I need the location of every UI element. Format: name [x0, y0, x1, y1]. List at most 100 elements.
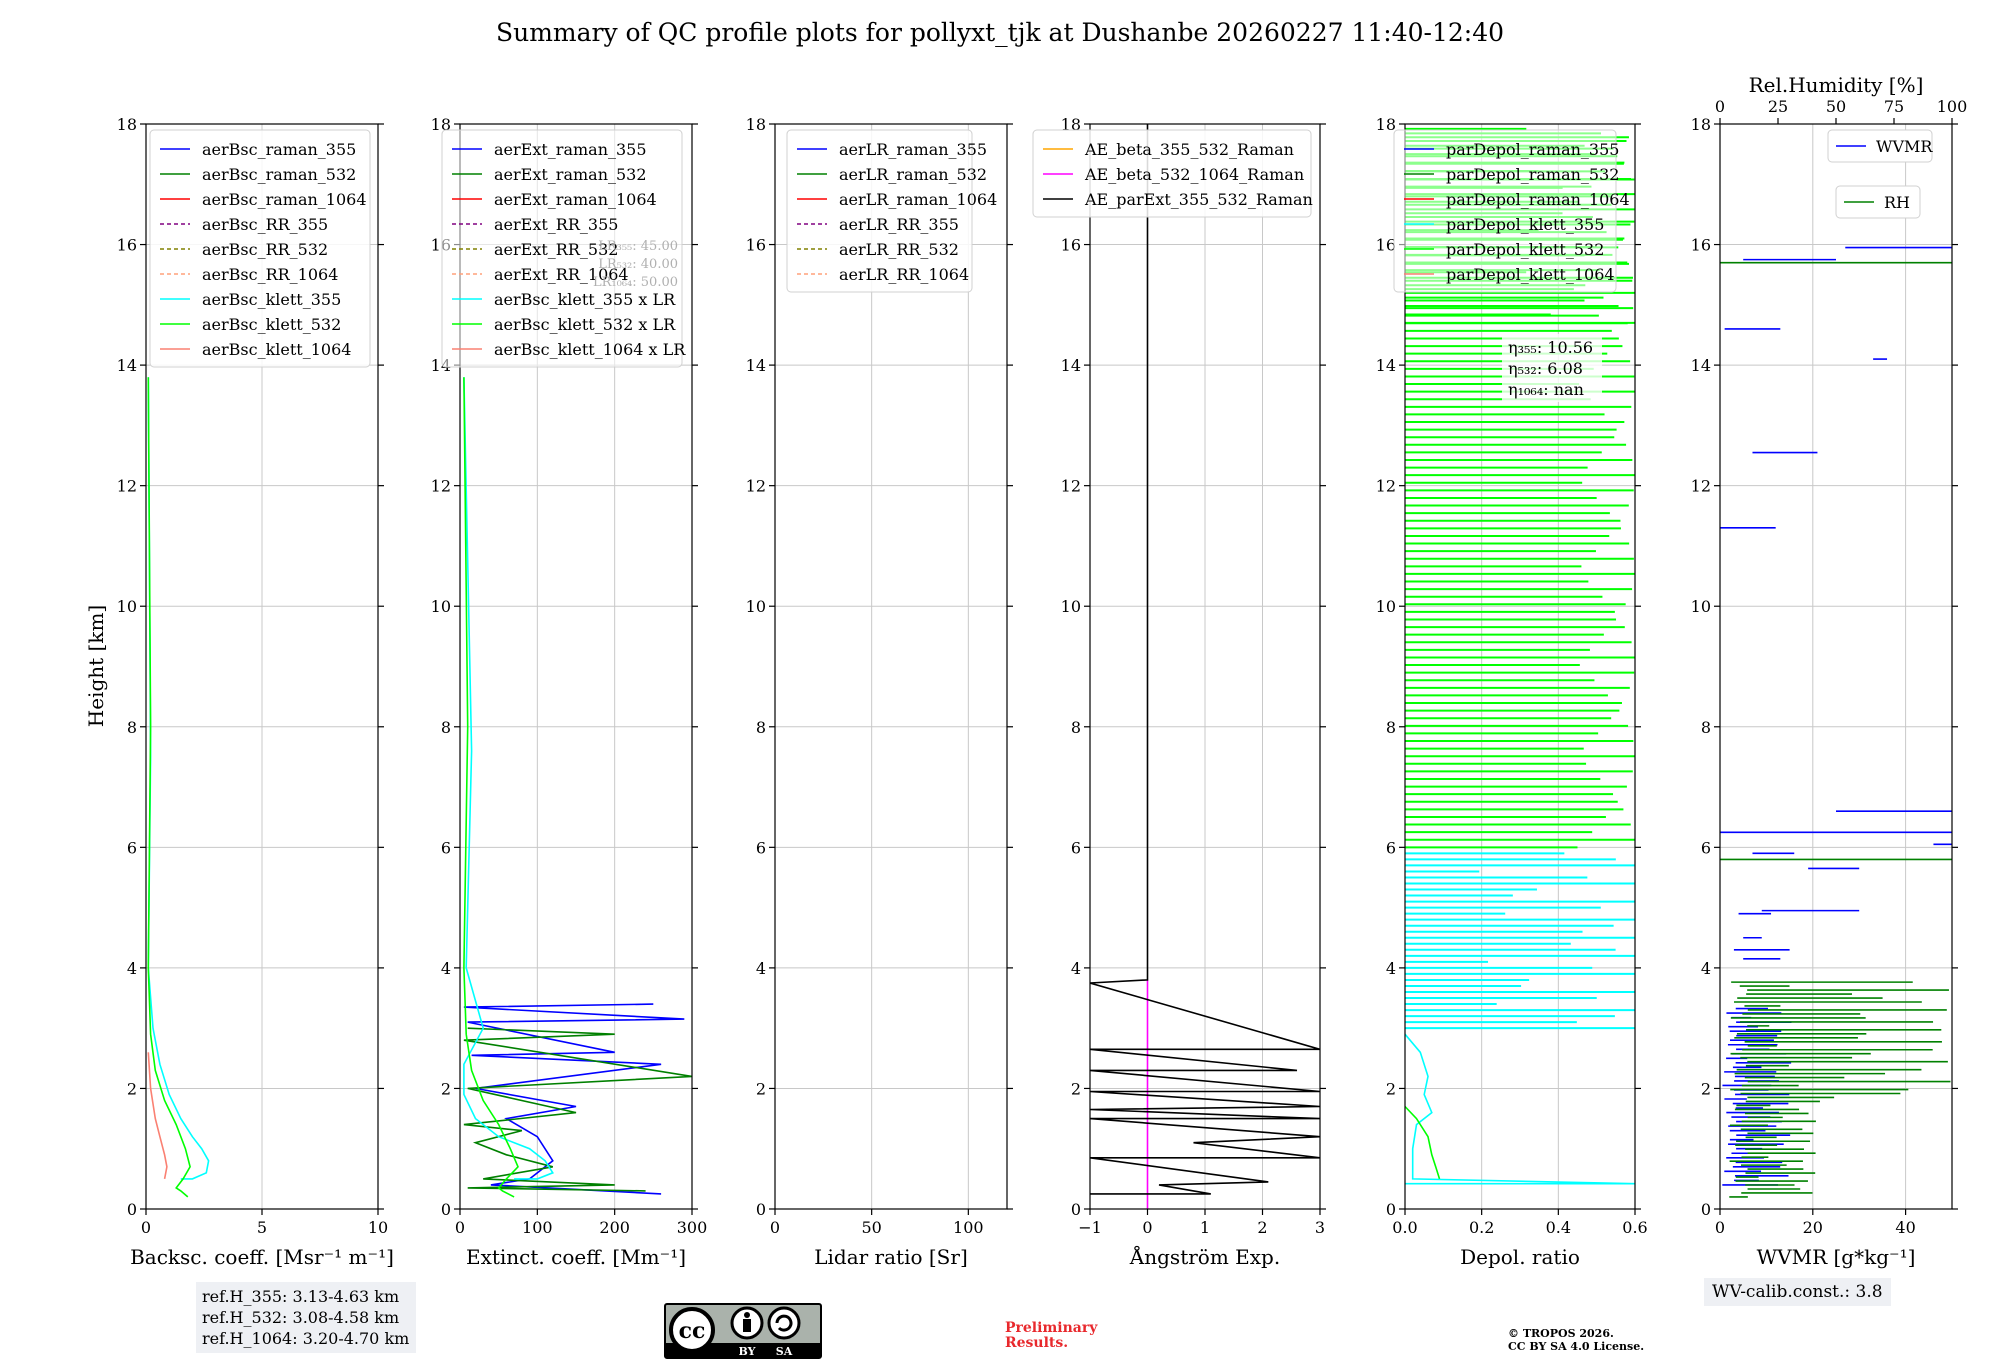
legend-label: aerLR_raman_355	[839, 140, 987, 159]
legend-label: parDepol_klett_532	[1446, 240, 1604, 259]
y-tick-label: 2	[127, 1079, 137, 1098]
series-line	[1090, 124, 1320, 1195]
y-tick-label: 12	[1061, 477, 1081, 496]
reference-heights-box: ref.H_355: 3.13-4.63 km ref.H_532: 3.08-…	[196, 1282, 416, 1353]
legend-label: aerExt_RR_1064	[494, 265, 629, 284]
x-tick-label: 10	[368, 1218, 388, 1237]
legend-box	[786, 129, 973, 293]
x-tick-label: 300	[677, 1218, 708, 1237]
y-tick-label: 14	[1061, 356, 1081, 375]
y-tick-label: 10	[1376, 597, 1396, 616]
y-tick-label: 6	[1701, 838, 1711, 857]
y-tick-label: 2	[1071, 1079, 1081, 1098]
x-tick-label: 40	[1895, 1218, 1915, 1237]
x-tick-label: 100	[522, 1218, 553, 1237]
y-tick-label: 16	[746, 236, 766, 255]
y-tick-label: 16	[1376, 236, 1396, 255]
y-tick-label: 18	[1691, 115, 1711, 134]
legend-label: parDepol_raman_532	[1446, 165, 1619, 184]
y-tick-label: 0	[127, 1200, 137, 1219]
y-tick-label: 2	[1701, 1079, 1711, 1098]
copyright-line-2: CC BY SA 4.0 License.	[1508, 1340, 1645, 1353]
plot-area-bsc	[147, 377, 210, 1198]
legend-label: aerBsc_raman_355	[202, 140, 356, 159]
x-tick-label: 2	[1257, 1218, 1267, 1237]
series-line	[1405, 1105, 1441, 1180]
legend-box	[1827, 129, 1933, 163]
x-tick-label: 0	[1142, 1218, 1152, 1237]
x-tick-label: 200	[599, 1218, 630, 1237]
legend-label: aerExt_raman_355	[494, 140, 647, 159]
legend-box	[1393, 129, 1617, 293]
x-tick-label: 0	[770, 1218, 780, 1237]
y-tick-label: 4	[441, 959, 451, 978]
y-tick-label: 0	[1701, 1200, 1711, 1219]
panel-lr: 0 2 4 6 8 10 12 14 16 18 0 50 100 Lidar ratio [Sr] aer…	[746, 115, 1013, 1269]
x-tick-label: 0	[1715, 1218, 1725, 1237]
y-tick-label: 16	[1061, 236, 1081, 255]
lr-label: LR₅₃₂: 40.00	[598, 257, 678, 272]
axes-frame	[459, 123, 693, 1210]
legend-label: aerBsc_klett_1064 x LR	[494, 340, 686, 359]
legend-label: aerBsc_RR_1064	[202, 265, 338, 284]
y-tick-label: 8	[1701, 718, 1711, 737]
y-tick-label: 6	[441, 838, 451, 857]
y-tick-label: 14	[746, 356, 766, 375]
legend-box	[149, 129, 371, 368]
y-tick-label: 16	[1691, 236, 1711, 255]
y-tick-label: 8	[127, 718, 137, 737]
legend-label: AE_beta_355_532_Raman	[1084, 140, 1294, 159]
legend-label: RH	[1884, 193, 1910, 212]
x-tick-label: 1	[1200, 1218, 1210, 1237]
legend-label: aerBsc_klett_1064	[202, 340, 351, 359]
sa-label: SA	[776, 1345, 793, 1358]
cc-by-sa-badge: cc BY SA	[664, 1303, 822, 1359]
x-tick-label: 0.2	[1469, 1218, 1494, 1237]
y-tick-label: 2	[1386, 1079, 1396, 1098]
eta-label: η₅₃₂: 6.08	[1508, 359, 1583, 378]
x-tick-label: 50	[861, 1218, 881, 1237]
legend-label: aerExt_RR_355	[494, 215, 618, 234]
y-tick-label: 12	[431, 477, 451, 496]
preliminary-line-1: Preliminary	[1005, 1320, 1098, 1336]
x-tick-label: 20	[1803, 1218, 1823, 1237]
y-tick-label: 2	[756, 1079, 766, 1098]
cc-logo-text: cc	[679, 1318, 706, 1344]
eta-box	[1502, 334, 1602, 402]
top-x-tick-label: 50	[1826, 97, 1846, 116]
y-axis-label: Height [km]	[84, 605, 108, 727]
y-tick-label: 0	[1386, 1200, 1396, 1219]
y-tick-label: 10	[431, 597, 451, 616]
panel-bsc: 0 2 4 6 8 10 12 14 16 18 0 5 10 Backsc. coeff. [Msr⁻¹…	[117, 115, 394, 1269]
copyright-note: © TROPOS 2026. CC BY SA 4.0 License.	[1508, 1327, 1644, 1353]
series-line	[147, 377, 210, 1180]
x-axis-label: Lidar ratio [Sr]	[814, 1245, 968, 1269]
figure-title: Summary of QC profile plots for pollyxt_…	[495, 18, 1505, 47]
y-tick-label: 8	[1071, 718, 1081, 737]
legend-label: aerBsc_klett_532 x LR	[494, 315, 676, 334]
legend-label: aerExt_raman_532	[494, 165, 647, 184]
y-tick-label: 6	[1386, 838, 1396, 857]
y-tick-label: 18	[1061, 115, 1081, 134]
series-line	[147, 377, 191, 1198]
y-tick-label: 16	[117, 236, 137, 255]
copyright-line-1: © TROPOS 2026.	[1508, 1327, 1614, 1340]
y-tick-label: 0	[756, 1200, 766, 1219]
legend-label: parDepol_raman_1064	[1446, 190, 1630, 209]
y-tick-label: 4	[1386, 959, 1396, 978]
top-x-tick-label: 0	[1715, 97, 1725, 116]
legend-label: AE_parExt_355_532_Raman	[1084, 190, 1313, 209]
legend-label: WVMR	[1876, 137, 1933, 156]
y-tick-label: 18	[117, 115, 137, 134]
y-tick-label: 4	[1071, 959, 1081, 978]
legend-label: aerLR_RR_532	[839, 240, 959, 259]
series-line	[1405, 1033, 1635, 1185]
top-x-tick-label: 75	[1884, 97, 1904, 116]
x-tick-label: 5	[257, 1218, 267, 1237]
ref-height-355: ref.H_355: 3.13-4.63 km	[202, 1287, 400, 1306]
eta-label: η₃₅₅: 10.56	[1508, 338, 1593, 357]
x-tick-label: 100	[953, 1218, 984, 1237]
y-tick-label: 2	[441, 1079, 451, 1098]
